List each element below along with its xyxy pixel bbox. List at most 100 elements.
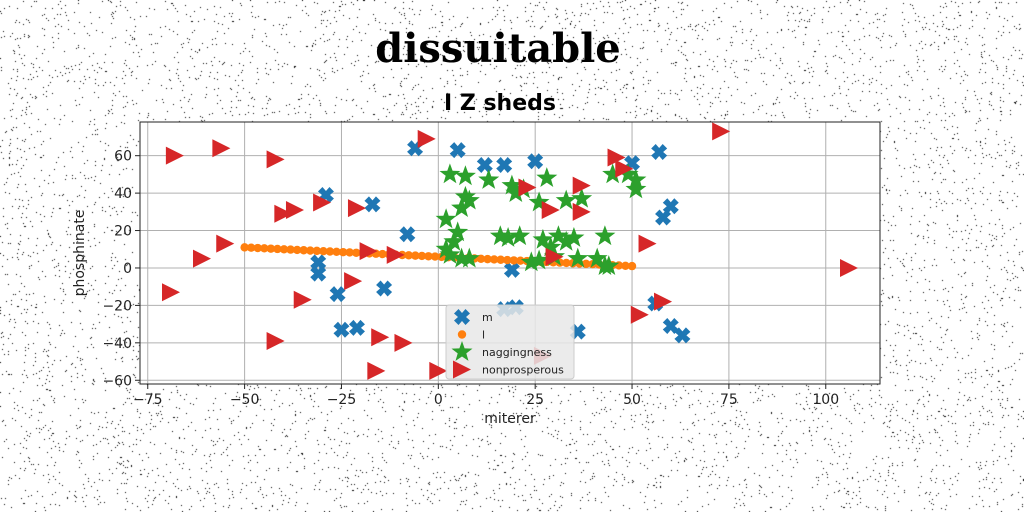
data-point [581, 259, 591, 269]
data-point [266, 331, 285, 350]
data-point [615, 159, 634, 178]
x-tick-label: 100 [812, 392, 839, 408]
data-point [528, 191, 550, 212]
data-point [545, 247, 564, 266]
data-point [572, 202, 591, 221]
data-point [476, 157, 493, 174]
data-point [344, 272, 363, 291]
legend: ml naggingness nonprosperous [445, 304, 575, 380]
data-point [306, 246, 315, 255]
plot-area [161, 122, 859, 380]
data-point [333, 321, 350, 338]
data-point [429, 361, 448, 380]
data-point [540, 236, 562, 257]
data-point [451, 247, 472, 268]
series-nonprosperous [161, 122, 859, 380]
x-tick-label: 75 [720, 392, 738, 408]
data-point [367, 361, 386, 380]
data-point [449, 142, 466, 159]
data-point [192, 249, 211, 268]
data-point [279, 245, 289, 254]
data-point [654, 292, 673, 311]
data-point [638, 234, 657, 253]
data-point [712, 122, 731, 141]
data-point [503, 255, 512, 265]
data-point [332, 247, 341, 257]
data-point [417, 129, 436, 148]
y-tick-label: 20 [114, 224, 132, 240]
data-point [364, 196, 381, 213]
legend-marker [453, 360, 471, 379]
legend-marker [451, 341, 473, 361]
data-point [840, 258, 859, 277]
data-point [503, 261, 520, 278]
data-point [520, 251, 542, 272]
legend-marker [457, 330, 467, 339]
data-point [299, 246, 308, 255]
data-point [394, 333, 413, 352]
x-tick-label: 25 [526, 392, 544, 408]
data-point [443, 230, 465, 251]
plot-frame [139, 121, 881, 385]
x-tick-label: −75 [133, 392, 163, 408]
data-point [347, 199, 366, 218]
legend-label: nonprosperous [482, 364, 564, 377]
data-point [594, 225, 616, 246]
data-point [518, 178, 537, 197]
data-point [266, 244, 276, 253]
data-point [293, 290, 312, 309]
data-point [246, 243, 256, 252]
data-point [571, 187, 593, 208]
data-point [536, 167, 558, 187]
data-point [411, 251, 420, 260]
data-point [563, 227, 585, 247]
data-point [527, 153, 544, 170]
data-point [378, 249, 387, 259]
data-point [439, 163, 461, 184]
data-point [489, 255, 499, 264]
legend-label: m [482, 311, 493, 324]
y-tick-label: −40 [102, 336, 132, 352]
data-point [216, 234, 235, 253]
data-point [404, 251, 413, 260]
data-point [567, 247, 589, 268]
data-point [630, 305, 649, 324]
data-point [345, 248, 354, 257]
data-point [607, 148, 626, 167]
legend-marker [454, 309, 470, 325]
data-point [451, 197, 472, 217]
data-point [253, 243, 262, 253]
data-point [497, 227, 519, 247]
data-point [476, 254, 486, 264]
legend-box [445, 304, 575, 380]
data-point [662, 317, 679, 334]
x-tick-label: 50 [623, 392, 641, 408]
x-tick-label: −25 [327, 392, 357, 408]
data-point [458, 189, 480, 210]
data-point [435, 208, 457, 229]
data-point [310, 265, 327, 282]
data-point [165, 146, 184, 165]
data-point [312, 246, 322, 256]
data-point [325, 247, 335, 256]
data-point [501, 174, 523, 195]
data-point [651, 143, 668, 160]
y-tick-label: −20 [102, 298, 132, 314]
grid [140, 122, 880, 384]
data-point [417, 251, 427, 261]
y-tick-label: 0 [123, 261, 132, 277]
data-point [319, 246, 328, 256]
data-point [424, 252, 433, 261]
x-tick-label: −50 [230, 392, 260, 408]
y-axis-label: phosphinate [72, 210, 88, 297]
data-point [352, 248, 361, 257]
data-point [274, 204, 293, 223]
data-point [338, 247, 348, 257]
data-point [662, 198, 679, 215]
data-point [555, 230, 577, 251]
legend-label: l [482, 329, 485, 342]
data-point [240, 243, 249, 252]
data-point [586, 247, 608, 268]
data-point [447, 221, 469, 242]
data-point [483, 254, 492, 264]
